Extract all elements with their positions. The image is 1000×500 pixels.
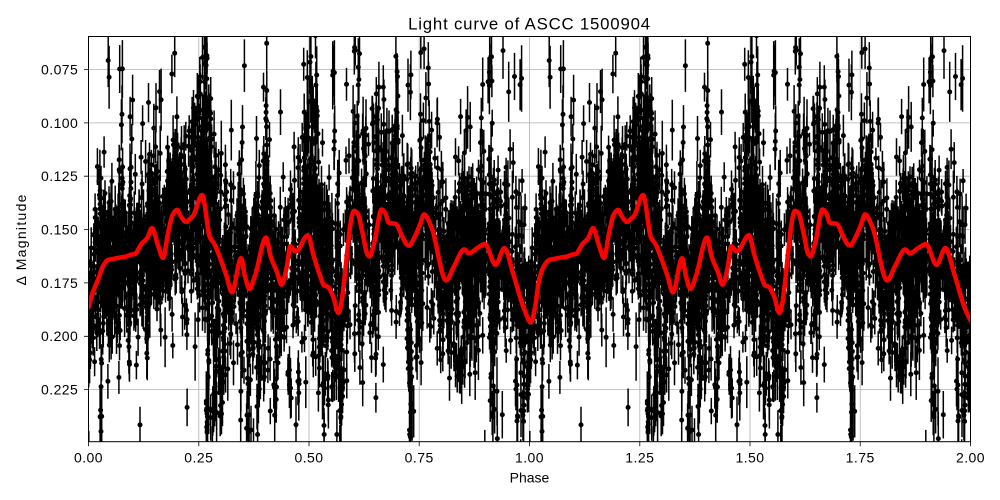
svg-text:0.100: 0.100 bbox=[41, 115, 78, 131]
svg-text:1.00: 1.00 bbox=[515, 450, 544, 466]
svg-text:Δ Magnitude: Δ Magnitude bbox=[13, 193, 29, 285]
svg-text:0.50: 0.50 bbox=[294, 450, 323, 466]
svg-text:Phase: Phase bbox=[510, 470, 550, 486]
svg-text:2.00: 2.00 bbox=[956, 450, 985, 466]
svg-text:0.225: 0.225 bbox=[41, 382, 78, 398]
svg-text:0.150: 0.150 bbox=[41, 222, 78, 238]
svg-text:0.75: 0.75 bbox=[405, 450, 434, 466]
svg-text:1.75: 1.75 bbox=[846, 450, 875, 466]
svg-text:0.25: 0.25 bbox=[184, 450, 213, 466]
svg-text:0.125: 0.125 bbox=[41, 168, 78, 184]
svg-text:0.00: 0.00 bbox=[74, 450, 103, 466]
svg-text:0.175: 0.175 bbox=[41, 275, 78, 291]
svg-text:0.200: 0.200 bbox=[41, 328, 78, 344]
svg-text:1.25: 1.25 bbox=[625, 450, 654, 466]
svg-text:1.50: 1.50 bbox=[735, 450, 764, 466]
svg-text:Light curve of ASCC 1500904: Light curve of ASCC 1500904 bbox=[408, 15, 651, 34]
svg-text:0.075: 0.075 bbox=[41, 61, 78, 77]
